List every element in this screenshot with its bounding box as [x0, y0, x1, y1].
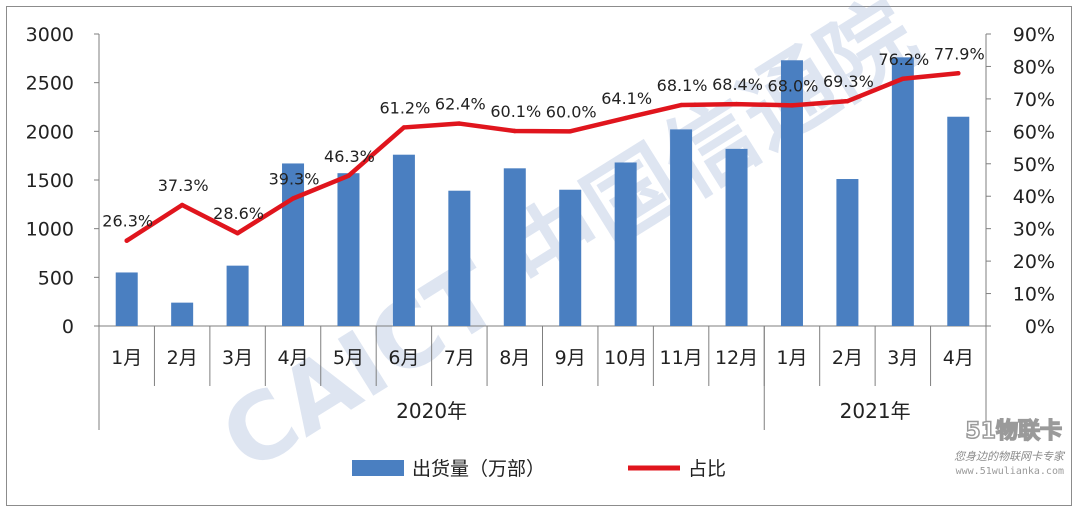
bar: [725, 148, 748, 326]
line-series-share: [124, 71, 961, 243]
bar: [392, 154, 415, 326]
x-group-label: 2020年: [396, 399, 467, 423]
bar: [780, 60, 803, 326]
x-tick-label: 10月: [604, 347, 647, 369]
line-point: [789, 103, 795, 108]
bar: [337, 173, 360, 326]
line-point: [845, 98, 850, 104]
y-left-tick-label: 1000: [26, 219, 74, 241]
bar: [115, 272, 138, 326]
x-tick-label: 12月: [715, 347, 758, 369]
x-group-label: 2021年: [840, 399, 911, 423]
data-label: 68.0%: [768, 76, 819, 95]
data-label: 62.4%: [435, 95, 486, 114]
corner-logo-subtext: 您身边的物联网卡专家: [954, 450, 1066, 463]
bar: [614, 162, 637, 326]
x-tick-label: 4月: [943, 347, 974, 369]
y-left-tick-label: 0: [62, 316, 74, 338]
data-label: 37.3%: [158, 176, 209, 195]
line-point: [734, 101, 739, 107]
line-point: [678, 102, 684, 108]
line-point: [568, 129, 573, 134]
y-right-tick-label: 60%: [1013, 121, 1055, 143]
y-right-tick-label: 0%: [1025, 316, 1055, 338]
y-right-tick-label: 10%: [1013, 284, 1055, 306]
line-point: [235, 231, 240, 236]
bar: [226, 265, 249, 326]
data-label: 28.6%: [213, 204, 264, 223]
corner-logo: 51物联卡 您身边的物联网卡专家 www.51wulianka.com: [954, 417, 1066, 477]
data-label: 68.1%: [657, 76, 708, 95]
y-left-tick-label: 2000: [26, 121, 74, 143]
bar: [503, 168, 526, 326]
legend-bar-swatch: [352, 460, 404, 476]
line-point: [623, 115, 628, 121]
corner-logo-text: 51物联卡: [965, 418, 1062, 444]
data-label: 76.2%: [878, 50, 929, 69]
y-right-tick-label: 90%: [1013, 24, 1055, 46]
x-tick-label: 8月: [499, 347, 530, 369]
x-tick-label: 2月: [832, 347, 863, 369]
bar: [836, 179, 859, 326]
x-tick-label: 4月: [277, 347, 308, 369]
y-left-tick-label: 500: [38, 267, 74, 289]
line-point: [900, 76, 906, 81]
x-tick-label: 3月: [222, 347, 253, 369]
line-point: [124, 238, 129, 243]
data-label: 69.3%: [823, 72, 874, 91]
data-label: 60.0%: [546, 102, 597, 121]
legend-line-label: 占比: [688, 458, 726, 480]
data-label: 68.4%: [712, 75, 763, 94]
x-tick-label: 3月: [887, 347, 918, 369]
line-point: [346, 173, 351, 178]
legend-bar-label: 出货量（万部）: [412, 458, 545, 480]
y-right-tick-label: 80%: [1013, 56, 1055, 78]
data-label: 61.2%: [379, 98, 430, 117]
x-tick-label: 9月: [555, 347, 586, 369]
data-label: 60.1%: [490, 102, 541, 121]
y-right-tick-label: 20%: [1013, 251, 1055, 273]
x-tick-label: 1月: [111, 347, 142, 369]
y-right-tick-label: 30%: [1013, 219, 1055, 241]
line-point: [457, 121, 462, 126]
x-tick-label: 11月: [660, 347, 703, 369]
line-point: [956, 71, 961, 76]
y-left-tick-label: 1500: [26, 170, 74, 192]
y-right-tick-label: 40%: [1013, 186, 1055, 208]
line-point: [401, 125, 407, 130]
bar: [891, 57, 914, 327]
data-label: 46.3%: [324, 147, 375, 166]
x-tick-label: 7月: [444, 347, 475, 369]
y-left-tick-label: 2500: [26, 73, 74, 95]
y-right-tick-label: 70%: [1013, 89, 1055, 111]
data-label: 77.9%: [934, 44, 985, 63]
y-left-tick-label: 3000: [26, 24, 74, 46]
data-label: 26.3%: [102, 212, 153, 231]
line-point: [179, 202, 185, 208]
bar: [947, 116, 970, 326]
line-point: [512, 128, 517, 134]
x-tick-label: 2月: [167, 347, 198, 369]
corner-logo-url: www.51wulianka.com: [956, 466, 1064, 477]
data-label: 64.1%: [601, 89, 652, 108]
bar: [448, 190, 471, 326]
line-point: [290, 196, 296, 201]
data-label: 39.3%: [269, 169, 320, 188]
x-tick-label: 1月: [776, 347, 807, 369]
bar: [559, 189, 582, 326]
bar: [171, 302, 194, 326]
bar: [670, 129, 693, 326]
y-right-tick-label: 50%: [1013, 154, 1055, 176]
x-tick-label: 6月: [388, 347, 419, 369]
x-tick-label: 5月: [333, 347, 364, 369]
